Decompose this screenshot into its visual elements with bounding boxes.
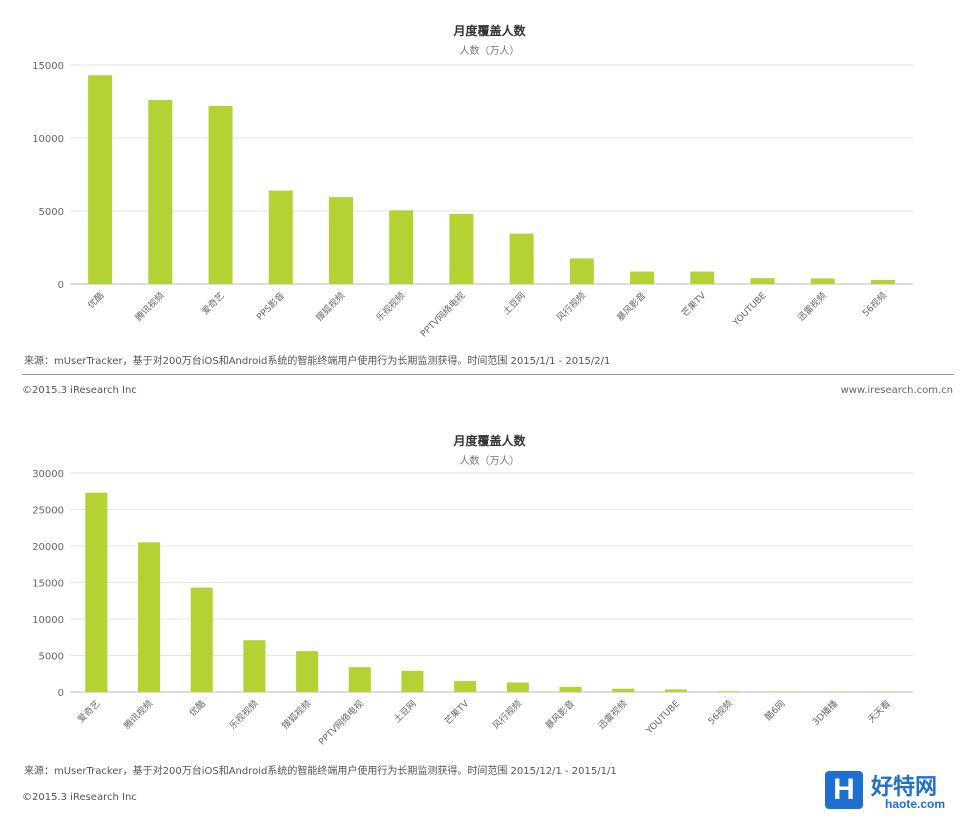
divider (22, 374, 954, 375)
bar (449, 213, 474, 284)
x-tick-label: 搜狐视频 (279, 698, 313, 732)
bar (268, 190, 293, 284)
y-tick-label: 5000 (39, 652, 64, 663)
bar (750, 278, 775, 284)
bar (85, 492, 108, 692)
chart-panel-2: 月度覆盖人数 人数（万人） 0 5000 10000 15000 20000 25000 3… (0, 410, 979, 810)
logo-name: 好特网 (871, 775, 938, 800)
x-tick-label: YOUTUBE (644, 699, 682, 737)
bar (770, 691, 793, 692)
haote-logo: H 好特网 haote.com (825, 769, 965, 815)
chart-title: 月度覆盖人数 (453, 434, 526, 448)
bar (401, 670, 424, 692)
x-tick-label: 优酷 (85, 290, 106, 311)
x-tick-label: 风行视频 (554, 290, 588, 324)
chart-title: 月度覆盖人数 (453, 24, 526, 38)
copyright: ©2015.3 iResearch Inc (22, 792, 137, 803)
x-tick-label: YOUTUBE (731, 291, 769, 329)
x-tick-label: 暴风影音 (614, 290, 648, 324)
copyright: ©2015.3 iResearch Inc (22, 385, 137, 396)
x-tick-label: 土豆网 (500, 290, 528, 318)
bar (870, 279, 895, 284)
bar (506, 682, 529, 692)
x-tick-label: 56视频 (860, 290, 889, 319)
y-tick-label: 20000 (32, 542, 64, 553)
bar (348, 667, 371, 692)
y-tick-label: 10000 (32, 134, 64, 145)
bar (559, 686, 582, 692)
x-tick-label: 酷6网 (762, 698, 787, 723)
logo-domain: haote.com (885, 797, 946, 811)
y-tick-label: 15000 (32, 579, 64, 590)
bar-chart-1: 0 5000 10000 15000 优酷 腾讯视频 爱奇艺 PPS影音 搜狐视频 乐视视频 PPT… (32, 61, 913, 340)
bar (454, 681, 477, 692)
bar (612, 688, 635, 692)
chart-subtitle: 人数（万人） (459, 46, 520, 57)
x-tick-label: 搜狐视频 (313, 290, 347, 324)
bar (296, 651, 319, 692)
x-tick-label: 爱奇艺 (75, 698, 103, 726)
y-tick-label: 30000 (32, 469, 64, 480)
bar (243, 640, 266, 692)
bar (630, 271, 655, 284)
y-tick-label: 0 (58, 280, 64, 291)
bar (569, 258, 594, 284)
logo-mark: H (825, 771, 863, 809)
x-tick-label: 暴风影音 (543, 698, 577, 732)
x-tick-label: PPS影音 (254, 290, 287, 323)
bar (509, 233, 534, 284)
x-tick-label: 优酷 (187, 698, 208, 719)
x-tick-label: 芒果TV (442, 697, 472, 727)
y-tick-label: 25000 (32, 506, 64, 517)
source-note: 来源：mUserTracker，基于对200万台iOS和Android系统的智能… (24, 766, 617, 777)
bar (664, 689, 687, 692)
x-tick-label: 迅雷视频 (795, 290, 829, 324)
y-tick-label: 0 (58, 688, 64, 699)
y-tick-label: 15000 (32, 61, 64, 72)
x-tick-label: PPTV网络电视 (316, 698, 366, 748)
x-tick-label: 56视频 (705, 698, 734, 727)
bar (690, 271, 715, 284)
y-tick-label: 5000 (39, 207, 64, 218)
chart-panel-1: 月度覆盖人数 人数（万人） 0 5000 10000 15000 优酷 腾讯视频 爱奇艺 PP… (0, 0, 979, 405)
bar (148, 100, 173, 284)
x-tick-label: 风行视频 (490, 698, 524, 732)
x-tick-label: 爱奇艺 (199, 290, 227, 318)
chart-subtitle: 人数（万人） (459, 456, 520, 467)
bar (389, 210, 414, 284)
bar (717, 691, 740, 692)
x-tick-label: 迅雷视频 (595, 698, 629, 732)
bar (138, 542, 161, 692)
x-tick-label: 乐视视频 (227, 698, 261, 732)
bar-chart-2: 0 5000 10000 15000 20000 25000 30000 爱奇艺 腾讯视频 优酷乐… (32, 469, 913, 748)
x-tick-label: PPTV网络电视 (418, 290, 468, 340)
bar (208, 105, 233, 284)
x-tick-label: 芒果TV (679, 289, 709, 319)
y-tick-label: 10000 (32, 615, 64, 626)
bar (88, 75, 113, 284)
x-tick-label: 土豆网 (391, 698, 419, 726)
x-tick-label: 腾讯视频 (132, 290, 166, 324)
x-tick-label: 乐视视频 (373, 290, 407, 324)
x-tick-label: 天天看 (865, 698, 893, 726)
bar (190, 587, 213, 692)
website: www.iresearch.com.cn (840, 385, 953, 396)
x-tick-label: 3D播播 (810, 698, 840, 728)
bar (810, 278, 835, 284)
bar (328, 197, 353, 284)
source-note: 来源：mUserTracker，基于对200万台iOS和Android系统的智能… (24, 356, 611, 367)
x-tick-label: 腾讯视频 (121, 698, 155, 732)
